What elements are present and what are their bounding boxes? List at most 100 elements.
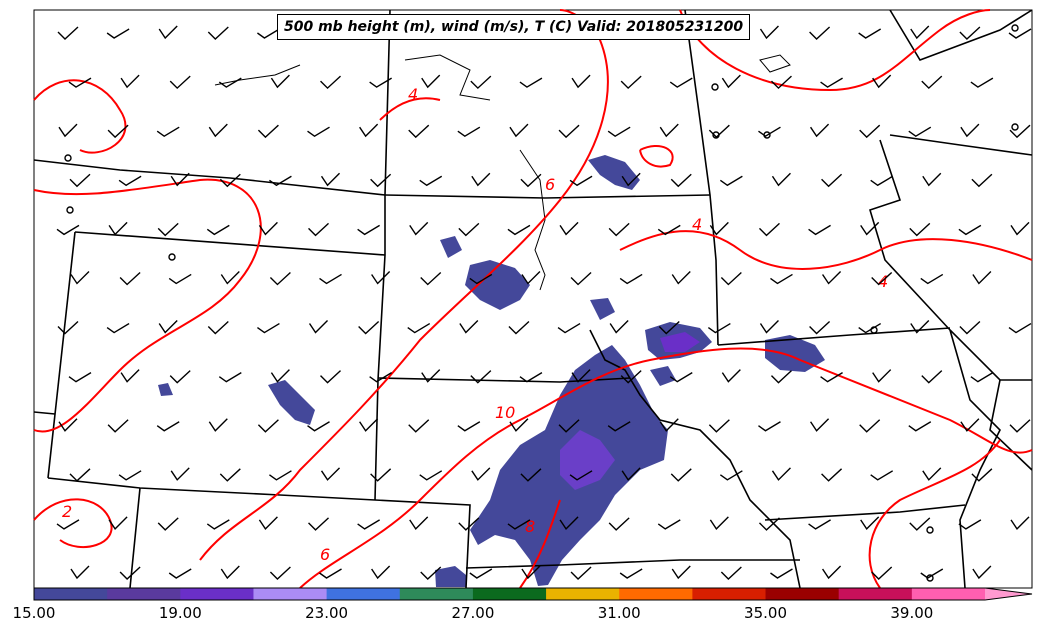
wind-barb: [509, 123, 529, 138]
wind-barb: [458, 222, 480, 237]
calm-circle: [926, 574, 934, 582]
colorbar-extend-arrow: [985, 588, 1032, 600]
wind-barb: [909, 222, 931, 237]
shading-blob-3: [435, 566, 466, 587]
wind-barb: [709, 516, 729, 531]
shading-blob-7: [158, 383, 173, 396]
wind-barb: [709, 221, 729, 236]
wind-barb: [958, 224, 982, 236]
wind-barb: [959, 321, 981, 335]
wind-barb: [619, 273, 643, 285]
wind-barb: [471, 172, 491, 187]
wind-barb: [1009, 419, 1031, 433]
wind-barb: [721, 369, 741, 383]
border-ia-line: [717, 327, 951, 346]
shading-blob-5: [440, 236, 462, 258]
wind-barb: [921, 75, 943, 90]
wind-barb: [970, 372, 994, 383]
wind-barb: [770, 273, 793, 285]
wind-barb: [971, 173, 993, 188]
border-river: [589, 329, 801, 589]
wind-barb: [257, 322, 280, 334]
wind-barb: [457, 126, 481, 138]
wind-barb: [520, 468, 542, 482]
wind-barb: [619, 568, 643, 579]
shading-blob-1: [588, 155, 640, 190]
wind-barb: [359, 123, 379, 138]
contour-label: 4: [878, 272, 888, 291]
wind-barb: [809, 26, 831, 40]
wind-barb: [910, 320, 930, 334]
wind-barb: [469, 273, 493, 285]
wind-barb: [708, 124, 730, 139]
wind-barb: [570, 566, 592, 580]
wind-barb: [409, 516, 429, 531]
wind-barb: [69, 173, 91, 188]
wind-barb: [607, 421, 631, 432]
wind-barb: [970, 77, 994, 88]
wind-barb: [218, 372, 242, 383]
wind-barb: [370, 468, 392, 482]
wind-barb: [771, 172, 791, 187]
wind-barb: [56, 224, 80, 236]
wind-barb: [972, 270, 992, 285]
colorbar-bin: [326, 588, 401, 600]
wind-barb: [958, 519, 982, 530]
colorbar-tick-label: 39.00: [890, 604, 934, 622]
wind-barb: [872, 369, 892, 383]
wind-barb: [771, 467, 791, 481]
wind-barb: [922, 172, 942, 187]
wind-barb: [170, 467, 190, 481]
wind-barb: [158, 25, 178, 40]
wind-barb: [669, 372, 693, 383]
wind-barb: [1010, 516, 1030, 531]
wind-barb: [758, 222, 780, 237]
wind-barb: [408, 124, 430, 139]
wind-barb: [320, 75, 342, 90]
wind-barb: [521, 565, 541, 580]
wind-barb: [708, 419, 730, 433]
colorbar-tick-label: 15.00: [12, 604, 56, 622]
wind-barb: [922, 467, 942, 481]
wind-barb: [960, 123, 980, 138]
wind-barb: [308, 517, 330, 531]
wind-barb: [758, 421, 781, 432]
wind-barb: [157, 222, 179, 237]
wind-barb: [959, 26, 981, 40]
wind-barb: [508, 321, 530, 335]
wind-barb: [620, 75, 642, 90]
border-co-north: [47, 477, 376, 501]
wind-barb: [670, 468, 692, 482]
shading-ne-region: [765, 335, 825, 372]
wind-barb: [207, 26, 229, 40]
wind-barb: [870, 470, 894, 481]
wind-barb: [106, 28, 130, 39]
wind-barb: [370, 173, 392, 188]
wind-barb: [608, 517, 630, 531]
wind-barb: [759, 320, 779, 334]
wind-barb: [258, 221, 278, 236]
colorbar-bin: [34, 588, 108, 600]
wind-barb: [1008, 322, 1032, 334]
contour-10: [379, 97, 441, 121]
wind-barb: [170, 172, 190, 187]
wind-barb: [106, 322, 130, 334]
calm-circle: [711, 83, 719, 91]
wind-barb: [308, 222, 330, 237]
wind-barb: [721, 74, 741, 89]
wind-barb: [519, 77, 543, 88]
wind-barb: [218, 77, 242, 88]
contour-label: 6: [320, 545, 330, 564]
wind-barb: [607, 126, 631, 138]
wind-barb: [108, 221, 128, 236]
wind-barb: [371, 565, 391, 580]
wind-barb: [206, 519, 230, 530]
contour-label: 8: [525, 517, 535, 536]
wind-barb: [206, 224, 230, 236]
wind-barb: [1008, 28, 1032, 39]
wind-barb: [960, 418, 980, 432]
wind-barb: [669, 77, 693, 88]
wind-barb: [320, 172, 341, 187]
border-co-west: [47, 231, 76, 479]
wind-barb: [910, 25, 930, 40]
